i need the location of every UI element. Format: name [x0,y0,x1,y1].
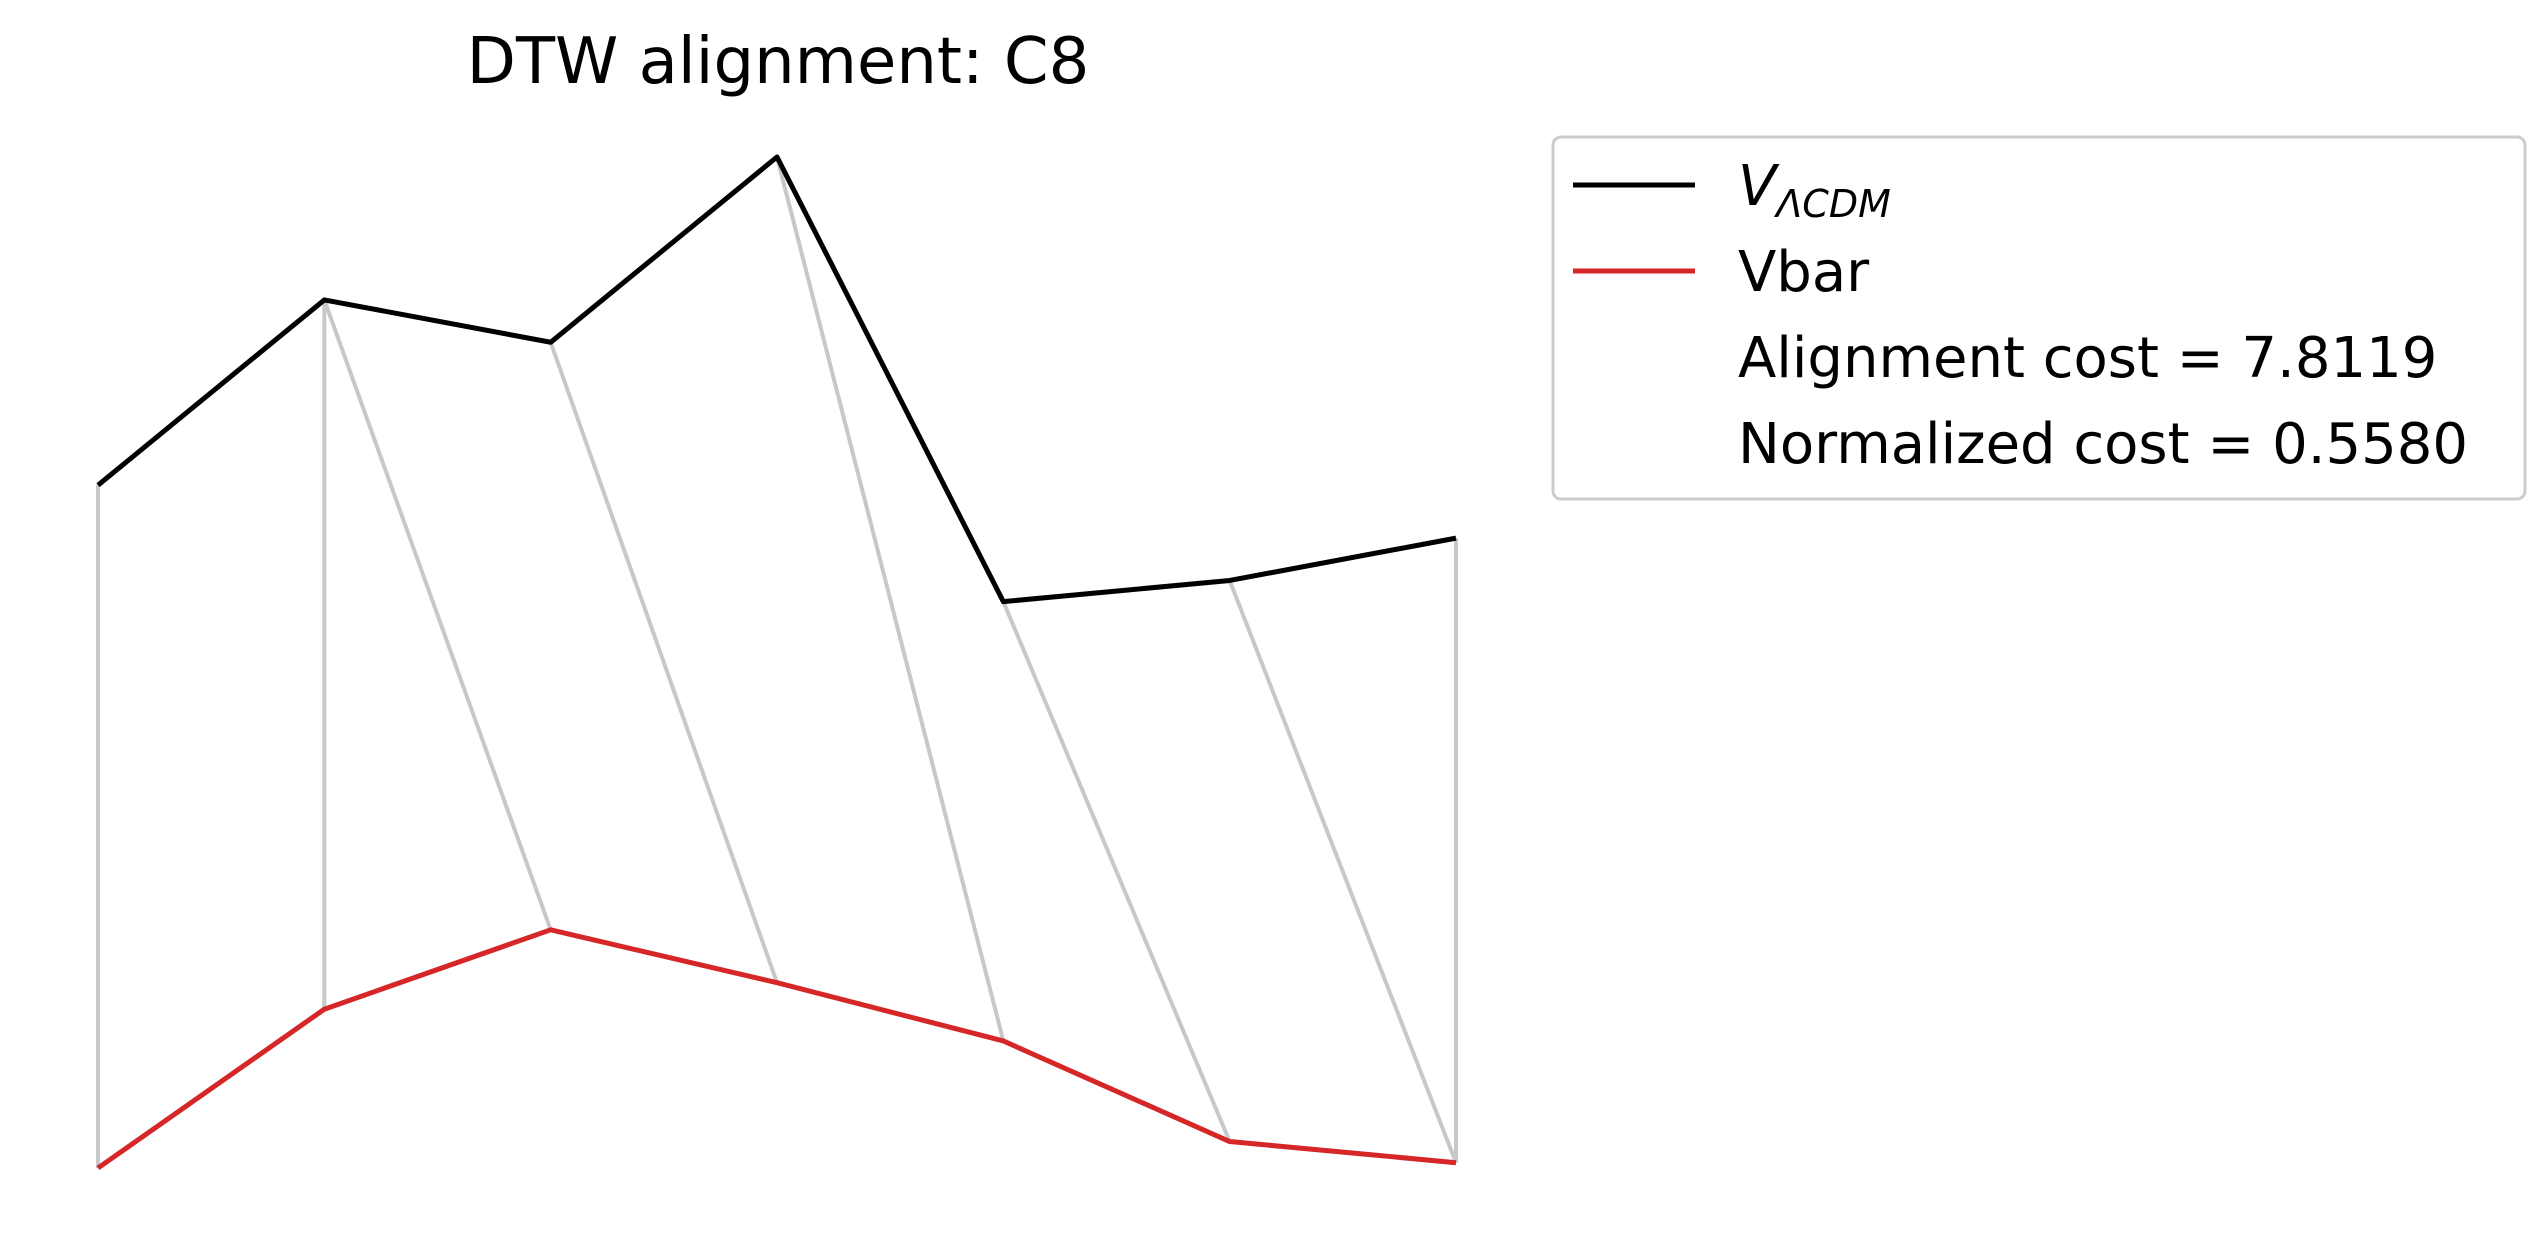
legend-frame [1551,135,2527,501]
alignment-line-3 [548,341,779,984]
alignment-line-5 [1001,600,1232,1143]
alignment-lines [96,156,1458,1168]
series-line-vbar [96,927,1457,1171]
chart-title: DTW alignment: C8 [467,25,1090,99]
alignment-line-2 [322,299,553,931]
legend-alignment-cost: Alignment cost = 7.8119 [1738,326,2437,391]
legend-normalized-cost: Normalized cost = 0.5580 [1738,412,2468,477]
alignment-line-4 [775,156,1006,1042]
legend-label-vlcdm-main: V [1738,154,1780,219]
series-lines [96,154,1457,1171]
legend-label-vlcdm: VΛCDM [1738,154,1891,226]
legend: VΛCDM Vbar Alignment cost = 7.8119 Norma… [1551,135,2527,501]
legend-label-vlcdm-sub: ΛCDM [1773,182,1891,226]
alignment-line-6 [1227,579,1458,1164]
legend-label-vbar: Vbar [1738,240,1870,305]
series-line-vlcdm [96,154,1457,605]
